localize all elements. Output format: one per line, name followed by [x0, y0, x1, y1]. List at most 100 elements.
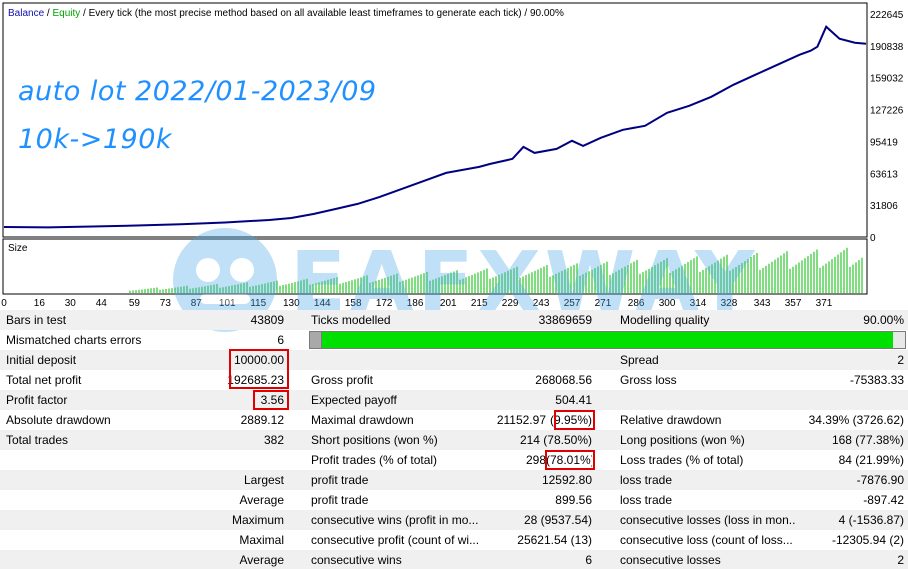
relative-drawdown-label: Relative drawdown [620, 413, 722, 427]
balance-line [3, 25, 867, 229]
profit-factor-label: Profit factor [6, 393, 68, 407]
y-tick-label: 222645 [870, 10, 904, 21]
largest-profit-value: 12592.80 [541, 473, 592, 487]
balance-chart: Balance / Equity / Every tick (the most … [1, 2, 904, 309]
x-tick-label: 73 [160, 298, 172, 309]
maximal-losses-label: consecutive loss (count of loss... [620, 533, 793, 547]
stats-row: Initial deposit 10000.00 Spread 2 [0, 350, 908, 370]
short-positions-label: Short positions (won %) [311, 433, 438, 447]
modelling-quality-label: Modelling quality [620, 313, 710, 327]
average-loss-label: loss trade [620, 493, 673, 507]
y-tick-label: 127226 [870, 106, 904, 117]
bars-in-test-label: Bars in test [6, 313, 67, 327]
relative-drawdown-value: 34.39% (3726.62) [808, 413, 904, 427]
volume-panel-frame [2, 238, 868, 295]
x-tick-label: 257 [564, 298, 581, 309]
x-tick-label: 87 [191, 298, 203, 309]
ticks-modelled-label: Ticks modelled [311, 313, 391, 327]
profit-factor-value: 3.56 [260, 393, 284, 407]
quality-text: 90.00% [530, 8, 564, 19]
initial-deposit-value: 10000.00 [233, 353, 284, 367]
maximum-losses-value: 4 (-1536.87) [838, 513, 904, 527]
modelling-quality-value: 90.00% [863, 313, 904, 327]
y-tick-label: 159032 [870, 74, 904, 85]
gross-profit-label: Gross profit [311, 373, 374, 387]
modelling-quality-bar [309, 331, 906, 349]
stats-row: Mismatched charts errors 6 [0, 330, 908, 350]
x-tick-label: 16 [34, 298, 46, 309]
mismatched-value: 6 [277, 333, 284, 347]
average-profit-value: 899.56 [555, 493, 592, 507]
modelling-quality-bar-notch [310, 332, 322, 348]
x-tick-label: 201 [440, 298, 457, 309]
x-tick-label: 44 [96, 298, 108, 309]
maximal-drawdown-value: 21152.97 [496, 413, 546, 427]
x-tick-label: 328 [721, 298, 738, 309]
loss-trades-value: 84 (21.99%) [838, 453, 904, 467]
expected-payoff-value: 504.41 [555, 393, 592, 407]
expected-payoff-label: Expected payoff [311, 393, 397, 407]
x-tick-label: 158 [345, 298, 362, 309]
maximal-losses-value: -12305.94 (2) [831, 533, 904, 547]
stats-row: Total net profit 192685.23 Gross profit … [0, 370, 908, 390]
svg-text:Balance / Equity / Every tick: Balance / Equity / Every tick (the most … [8, 8, 564, 19]
short-positions-value: 214 (78.50%) [519, 433, 592, 447]
absolute-drawdown-label: Absolute drawdown [6, 413, 111, 427]
long-positions-label: Long positions (won %) [620, 433, 745, 447]
x-tick-label: 343 [754, 298, 771, 309]
average-consec-wins-value: 6 [585, 553, 592, 567]
absolute-drawdown-value: 2889.12 [240, 413, 284, 427]
stats-row: Average profit trade 899.56 loss trade -… [0, 490, 908, 510]
stats-row: Average consecutive wins 6 consecutive l… [0, 550, 908, 569]
average-consec-label: Average [239, 553, 284, 567]
long-positions-value: 168 (77.38%) [831, 433, 904, 447]
stats-row: Maximum consecutive wins (profit in mo..… [0, 510, 908, 530]
maximal-label: Maximal [239, 533, 284, 547]
stats-row: Bars in test 43809 Ticks modelled 338696… [0, 310, 908, 330]
x-tick-label: 59 [129, 298, 141, 309]
x-tick-label: 357 [785, 298, 802, 309]
main-plot-frame [2, 2, 868, 238]
loss-trades-label: Loss trades (% of total) [620, 453, 744, 467]
stats-table: Bars in test 43809 Ticks modelled 338696… [0, 310, 908, 569]
gross-loss-value: -75383.33 [849, 373, 904, 387]
profit-trades-label: Profit trades (% of total) [311, 453, 438, 467]
spread-label: Spread [620, 353, 659, 367]
x-tick-label: 144 [314, 298, 331, 309]
x-tick-label: 371 [816, 298, 833, 309]
average-consec-losses-label: consecutive losses [620, 553, 721, 567]
x-tick-label: 243 [533, 298, 550, 309]
x-tick-label: 300 [659, 298, 676, 309]
y-tick-label: 0 [870, 233, 876, 244]
stats-row: Profit trades (% of total) 298 (78.01%) … [0, 450, 908, 470]
equity-legend: Equity [52, 8, 80, 19]
x-tick-label: 101 [219, 298, 236, 309]
gross-loss-label: Gross loss [620, 373, 677, 387]
stats-row: Total trades 382 Short positions (won %)… [0, 430, 908, 450]
total-net-profit-value: 192685.23 [227, 373, 284, 387]
maximal-wins-label: consecutive profit (count of wi... [311, 533, 480, 547]
x-tick-label: 0 [1, 298, 7, 309]
total-trades-label: Total trades [6, 433, 69, 447]
x-tick-label: 215 [471, 298, 488, 309]
average-label: Average [239, 493, 284, 507]
maximum-losses-label: consecutive losses (loss in mon... [620, 513, 795, 527]
annotation-period: auto lot 2022/01-2023/09 [18, 76, 377, 107]
x-tick-label: 186 [407, 298, 424, 309]
y-tick-label: 95419 [870, 137, 898, 148]
watermark: EAFXWAY [173, 228, 754, 332]
average-consec-wins-label: consecutive wins [311, 553, 402, 567]
spread-value: 2 [897, 353, 904, 367]
x-tick-label: 130 [283, 298, 300, 309]
maximal-wins-value: 25621.54 (13) [517, 533, 592, 547]
ticks-modelled-value: 33869659 [538, 313, 592, 327]
balance-legend: Balance [8, 8, 45, 19]
maximum-wins-label: consecutive wins (profit in mo... [311, 513, 479, 527]
x-tick-label: 229 [502, 298, 519, 309]
average-profit-label: profit trade [311, 493, 369, 507]
initial-deposit-label: Initial deposit [6, 353, 77, 367]
largest-loss-label: loss trade [620, 473, 673, 487]
stats-row: Largest profit trade 12592.80 loss trade… [0, 470, 908, 490]
profit-trades-percent: (78.01%) [546, 453, 592, 467]
total-net-profit-label: Total net profit [6, 373, 82, 387]
